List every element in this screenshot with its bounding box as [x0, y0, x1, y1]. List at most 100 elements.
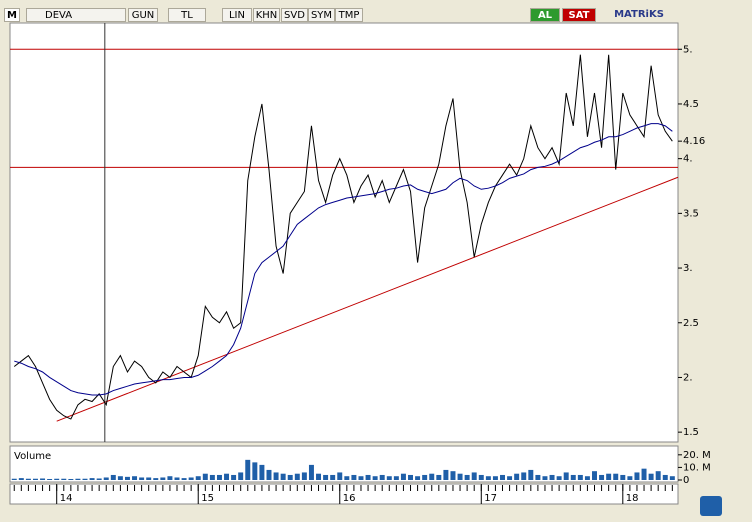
volume-bar — [216, 474, 222, 480]
volume-bar — [471, 472, 477, 480]
logo[interactable]: M — [4, 8, 20, 22]
volume-bar — [386, 476, 392, 480]
volume-bar — [478, 474, 484, 480]
volume-bar — [195, 476, 201, 480]
volume-bar — [259, 464, 265, 480]
y-tick-label: 2. — [683, 372, 693, 383]
volume-bar — [238, 472, 244, 480]
volume-bar — [167, 476, 173, 480]
volume-bar — [75, 478, 81, 480]
volume-bar — [648, 473, 654, 480]
y-tick-label: 4.5 — [683, 99, 699, 110]
volume-bar — [146, 477, 152, 480]
volume-bar — [323, 474, 329, 480]
volume-bar — [563, 472, 569, 480]
button[interactable]: TMP — [335, 8, 363, 22]
volume-bar — [103, 477, 109, 480]
volume-bar — [443, 469, 449, 480]
x-tick-label: 16 — [343, 493, 356, 504]
volume-y-tick-label: 10. M — [683, 462, 711, 473]
volume-y-tick-label: 20. M — [683, 450, 711, 461]
volume-bar — [231, 474, 237, 480]
volume-bar — [110, 474, 116, 480]
x-tick-label: 15 — [201, 493, 214, 504]
volume-bar — [485, 476, 491, 480]
volume-bar — [577, 474, 583, 480]
volume-bar — [641, 468, 647, 480]
volume-bar — [584, 476, 590, 480]
x-tick-label: 17 — [484, 493, 497, 504]
y-tick-label: 2.5 — [683, 318, 699, 329]
volume-bar — [280, 473, 286, 480]
volume-bar — [308, 464, 314, 480]
volume-bar — [620, 474, 626, 480]
volume-bar — [139, 477, 145, 480]
volume-bar — [606, 473, 612, 480]
volume-bar — [330, 474, 336, 480]
y-tick-label: 1.5 — [683, 427, 699, 438]
volume-bar — [174, 477, 180, 480]
volume-bar — [351, 474, 357, 480]
volume-bar — [61, 478, 67, 480]
last-price-label: 4.16 — [683, 136, 705, 147]
volume-bar — [68, 478, 74, 480]
y-tick-label: 3. — [683, 263, 693, 274]
price-line — [13, 54, 673, 420]
x-tick-label: 14 — [60, 493, 73, 504]
refresh-button[interactable] — [700, 496, 722, 516]
volume-bar — [400, 473, 406, 480]
button[interactable]: SVD — [281, 8, 308, 22]
volume-bar — [655, 471, 661, 480]
volume-bar — [160, 477, 166, 480]
volume-bar — [500, 474, 505, 480]
button[interactable]: GUN — [128, 8, 158, 22]
volume-bar — [415, 476, 421, 480]
volume-bar — [202, 473, 208, 480]
volume-bar — [662, 474, 668, 480]
symbol[interactable]: DEVA — [26, 8, 126, 22]
volume-label: Volume — [14, 451, 51, 462]
volume-bar — [181, 478, 187, 480]
volume-bar — [96, 478, 102, 480]
volume-bar — [287, 474, 293, 480]
volume-y-tick-label: 0 — [683, 475, 689, 486]
volume-bar — [365, 474, 371, 480]
volume-bar — [592, 471, 597, 480]
price-line — [14, 123, 673, 396]
button[interactable]: KHN — [253, 8, 280, 22]
volume-bar — [464, 474, 470, 480]
volume-bar — [450, 471, 456, 480]
button[interactable]: LIN — [222, 8, 252, 22]
volume-bar — [117, 476, 123, 480]
volume-bar — [224, 473, 230, 480]
volume-bar — [153, 478, 159, 480]
volume-bar — [266, 469, 272, 480]
buy-button[interactable]: AL — [530, 8, 560, 22]
price-panel — [9, 22, 679, 443]
sell-button[interactable]: SAT — [562, 8, 596, 22]
volume-bar — [47, 478, 53, 480]
volume-bar — [393, 476, 399, 480]
button[interactable]: TL — [168, 8, 206, 22]
volume-bar — [301, 472, 307, 480]
volume-bar — [669, 476, 675, 480]
volume-bar — [514, 473, 520, 480]
volume-bar — [82, 478, 88, 480]
volume-bar — [273, 472, 279, 480]
volume-bar — [344, 476, 350, 480]
volume-bar — [422, 474, 428, 480]
y-tick-label: 3.5 — [683, 208, 699, 219]
trend-line — [56, 176, 679, 422]
volume-bar — [372, 476, 378, 480]
volume-bar — [542, 476, 548, 480]
volume-bar — [379, 474, 385, 480]
volume-bar — [528, 469, 534, 480]
volume-bar — [337, 472, 343, 480]
y-tick-label: 4. — [683, 154, 693, 165]
volume-bar — [188, 477, 194, 480]
volume-bar — [11, 478, 17, 480]
button[interactable]: SYM — [308, 8, 335, 22]
volume-bar — [54, 478, 60, 480]
volume-bar — [535, 474, 541, 480]
volume-bar — [613, 473, 619, 480]
